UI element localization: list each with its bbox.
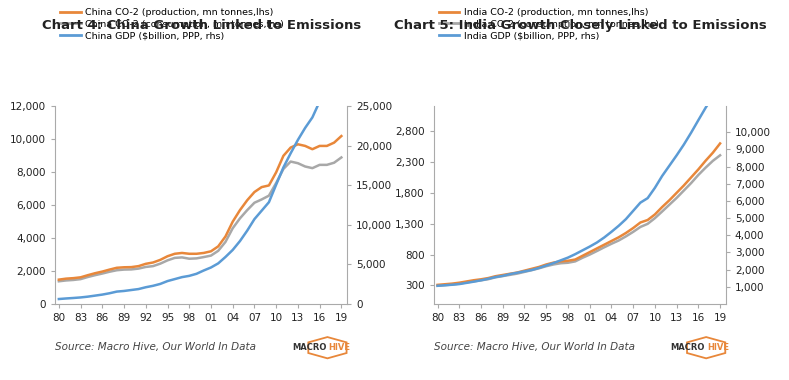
Text: Source: Macro Hive, Our World In Data: Source: Macro Hive, Our World In Data bbox=[55, 342, 256, 352]
Text: HIVE: HIVE bbox=[328, 343, 350, 352]
Text: MACRO: MACRO bbox=[292, 343, 327, 352]
Text: HIVE: HIVE bbox=[707, 343, 729, 352]
Legend: China CO-2 (production, mn tonnes,lhs), China CO-2 (consumption, mn tonnes,lhs),: China CO-2 (production, mn tonnes,lhs), … bbox=[60, 8, 284, 40]
Text: MACRO: MACRO bbox=[671, 343, 705, 352]
Text: Chart 5: India Growth Closely Linked to Emissions: Chart 5: India Growth Closely Linked to … bbox=[394, 19, 766, 32]
Text: Source: Macro Hive, Our World In Data: Source: Macro Hive, Our World In Data bbox=[434, 342, 635, 352]
Legend: India CO-2 (production, mn tonnes,lhs), India CO-2 (consumption, mn tonnes,lhs),: India CO-2 (production, mn tonnes,lhs), … bbox=[439, 8, 659, 40]
Text: Chart 4: China Growth Linked to Emissions: Chart 4: China Growth Linked to Emission… bbox=[42, 19, 361, 32]
